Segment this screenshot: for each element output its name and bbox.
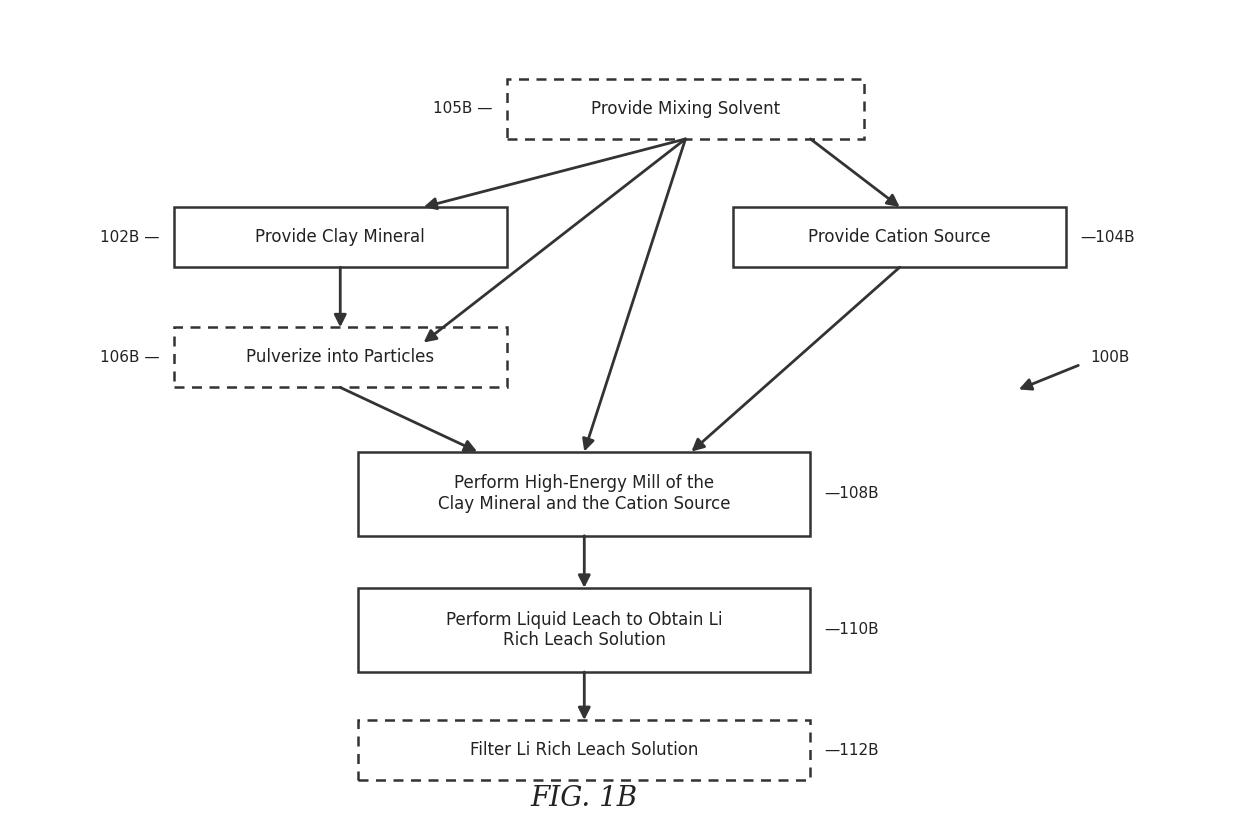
Text: —104B: —104B <box>1081 230 1136 245</box>
FancyBboxPatch shape <box>507 78 864 139</box>
Text: Perform High-Energy Mill of the
Clay Mineral and the Cation Source: Perform High-Energy Mill of the Clay Min… <box>438 474 730 513</box>
Text: Pulverize into Particles: Pulverize into Particles <box>247 348 434 367</box>
Text: Provide Cation Source: Provide Cation Source <box>808 228 991 246</box>
FancyBboxPatch shape <box>358 588 811 672</box>
Text: 105B —: 105B — <box>433 101 492 116</box>
Text: 106B —: 106B — <box>99 350 159 365</box>
Text: Provide Mixing Solvent: Provide Mixing Solvent <box>591 100 780 118</box>
Text: —112B: —112B <box>825 742 879 757</box>
Text: 102B —: 102B — <box>99 230 159 245</box>
FancyBboxPatch shape <box>358 452 811 536</box>
FancyBboxPatch shape <box>358 720 811 780</box>
Text: Provide Clay Mineral: Provide Clay Mineral <box>255 228 425 246</box>
Text: —110B: —110B <box>825 622 879 637</box>
Text: Filter Li Rich Leach Solution: Filter Li Rich Leach Solution <box>470 741 698 759</box>
Text: Perform Liquid Leach to Obtain Li
Rich Leach Solution: Perform Liquid Leach to Obtain Li Rich L… <box>446 610 723 650</box>
FancyBboxPatch shape <box>174 207 507 267</box>
FancyBboxPatch shape <box>174 327 507 387</box>
Text: —108B: —108B <box>825 486 879 501</box>
FancyBboxPatch shape <box>733 207 1066 267</box>
Text: 100B: 100B <box>1090 350 1130 365</box>
Text: FIG. 1B: FIG. 1B <box>531 785 637 812</box>
